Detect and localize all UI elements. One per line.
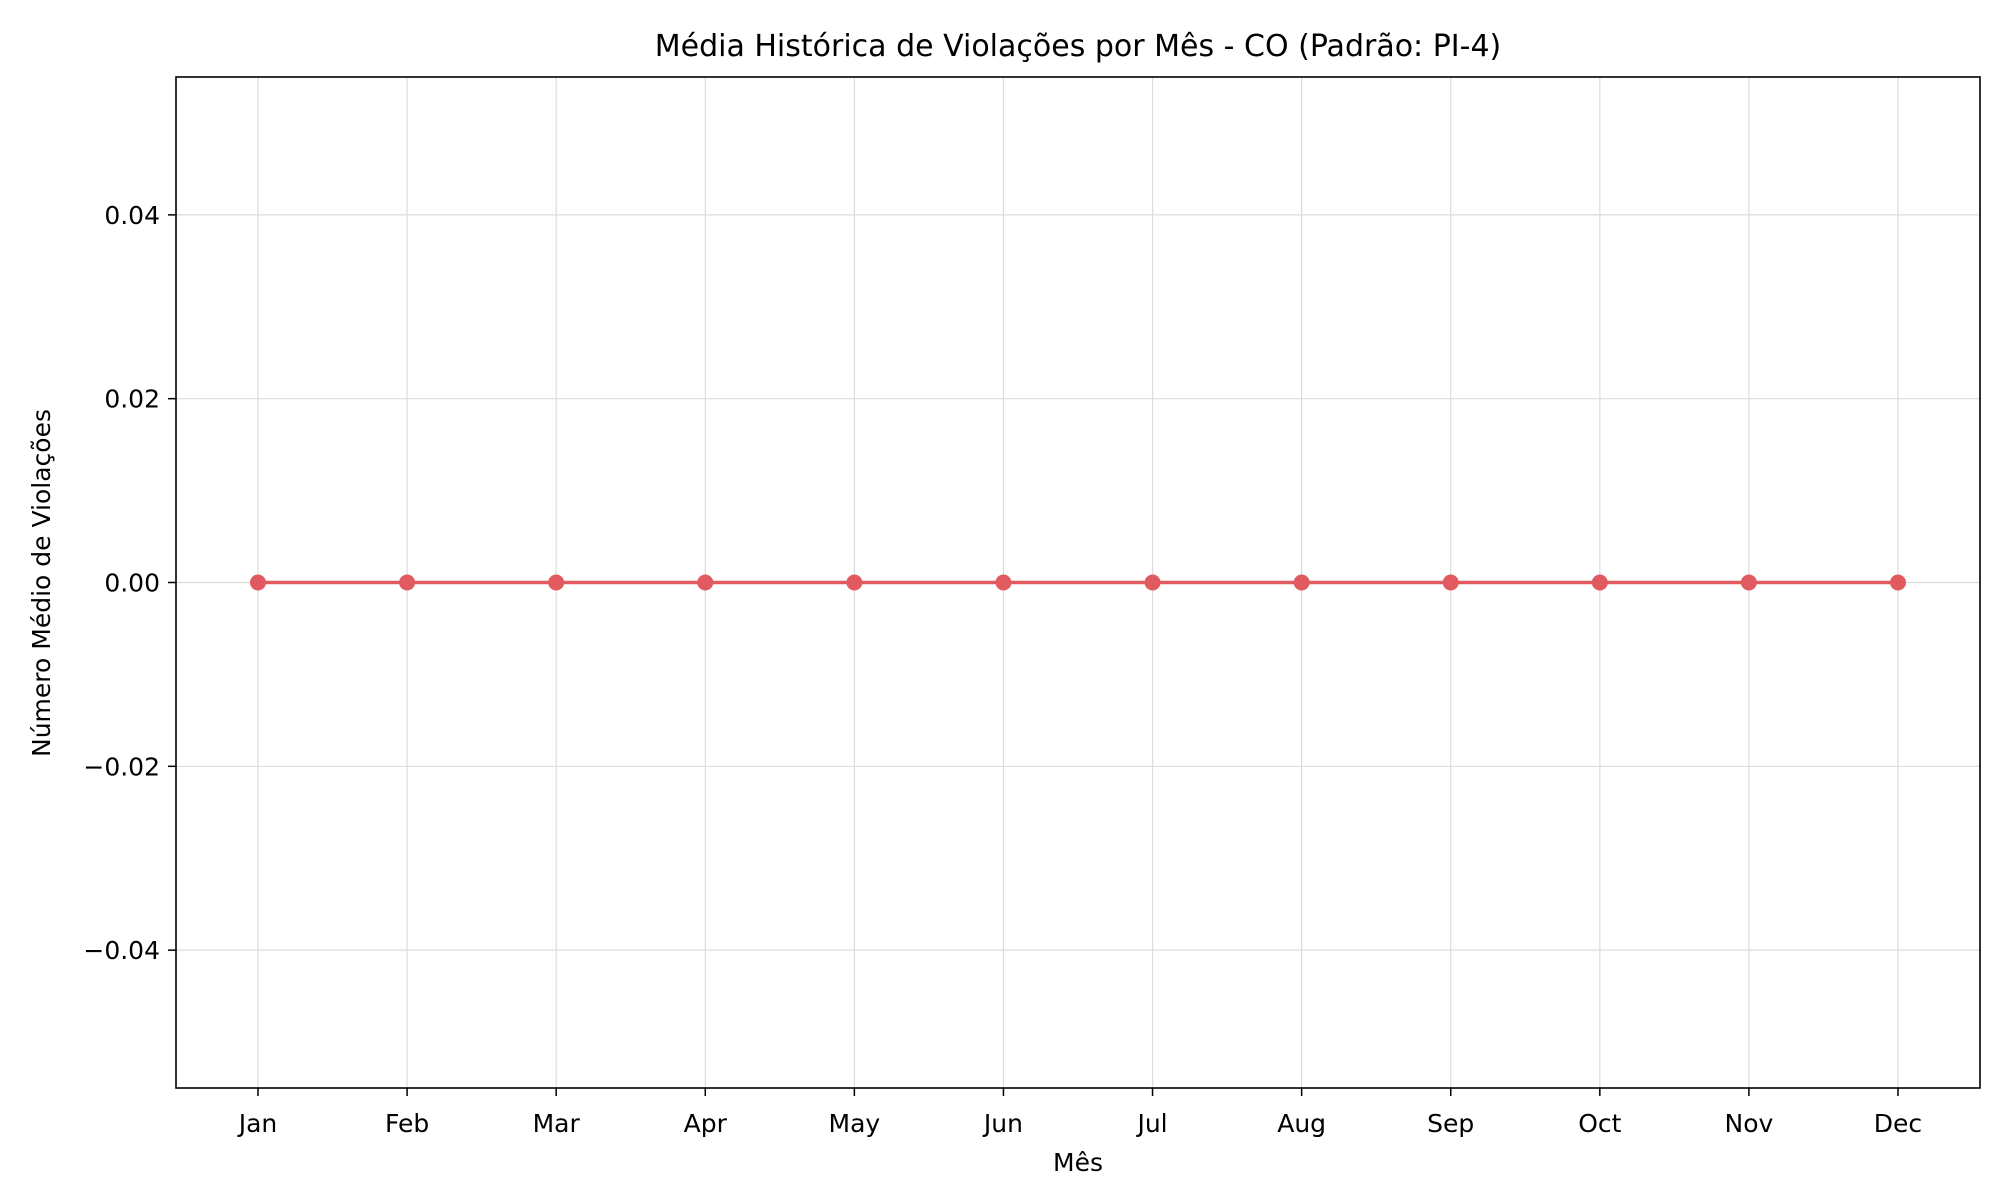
x-tick-label-feb: Feb [385, 1109, 429, 1138]
x-tick-label-jan: Jan [237, 1109, 278, 1138]
x-tick-label-apr: Apr [684, 1109, 728, 1138]
x-tick-label-aug: Aug [1277, 1109, 1326, 1138]
data-point-aug [1293, 574, 1310, 591]
x-tick-label-oct: Oct [1578, 1109, 1621, 1138]
y-axis: −0.04 −0.02 0.00 0.02 0.04 [83, 201, 176, 965]
data-point-oct [1591, 574, 1608, 591]
series-layer [250, 574, 1906, 591]
x-tick-label-nov: Nov [1725, 1109, 1774, 1138]
x-tick-label-dec: Dec [1874, 1109, 1922, 1138]
data-point-may [846, 574, 863, 591]
y-tick-label: 0.02 [104, 385, 160, 414]
x-axis-title: Mês [1053, 1148, 1103, 1177]
x-tick-label-sep: Sep [1427, 1109, 1474, 1138]
y-tick-label: −0.02 [83, 752, 160, 781]
data-point-sep [1442, 574, 1459, 591]
data-point-apr [697, 574, 714, 591]
y-tick-label: −0.04 [83, 936, 160, 965]
data-point-dec [1890, 574, 1906, 591]
data-point-jun [995, 574, 1012, 591]
data-point-mar [548, 574, 565, 591]
x-tick-label-jun: Jun [982, 1109, 1023, 1138]
y-tick-label: 0.00 [104, 569, 160, 598]
data-point-jul [1144, 574, 1161, 591]
data-point-feb [399, 574, 416, 591]
y-axis-title: Número Médio de Violações [27, 409, 56, 757]
x-axis: Jan Feb Mar Apr May Jun Jul Aug Sep Oct Nov Dec [237, 1088, 1922, 1138]
data-point-jan [250, 574, 266, 591]
x-tick-label-may: May [829, 1109, 881, 1138]
x-tick-label-mar: Mar [533, 1109, 581, 1138]
chart-title: Média Histórica de Violações por Mês - C… [655, 29, 1502, 64]
y-tick-label: 0.04 [104, 201, 160, 230]
x-tick-label-jul: Jul [1135, 1109, 1167, 1138]
data-point-nov [1740, 574, 1757, 591]
